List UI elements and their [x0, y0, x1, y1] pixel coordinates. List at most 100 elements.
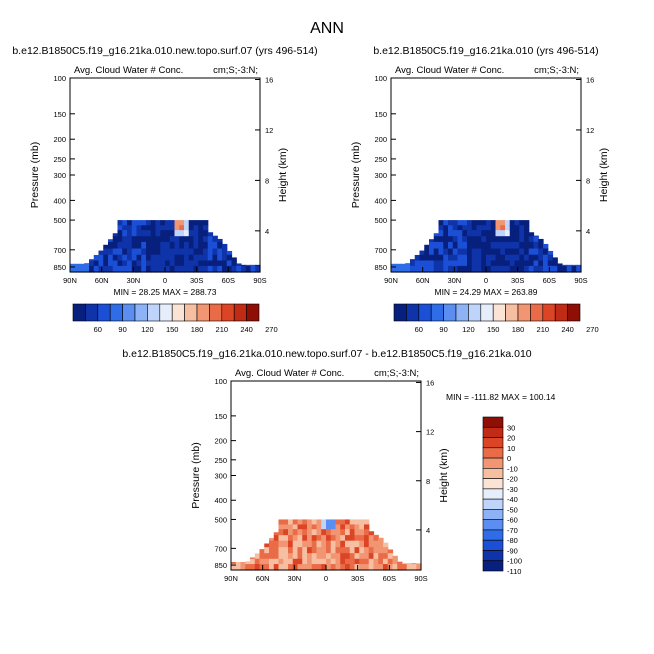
field-cell [514, 225, 520, 231]
field-cell [467, 230, 473, 237]
field-cell [410, 259, 416, 262]
colorbar-label: -60 [507, 516, 518, 525]
field-cell [416, 564, 422, 571]
field-cell [448, 225, 454, 231]
field-cell [486, 254, 492, 262]
field-cell [429, 239, 435, 243]
field-cell [297, 553, 303, 560]
field-cell [307, 553, 313, 560]
data-field [231, 519, 422, 571]
colorbar-label: 240 [240, 325, 253, 334]
field-cell [373, 535, 379, 542]
colorbar-swatch [159, 303, 173, 322]
y-tick-label: 300 [374, 171, 387, 180]
field-cell [122, 236, 128, 243]
field-cell [150, 220, 157, 226]
field-cell [179, 260, 185, 267]
field-cell [354, 529, 360, 536]
field-cell [217, 238, 223, 243]
field-cell [160, 265, 166, 273]
field-cell [383, 542, 389, 548]
field-cell [571, 265, 577, 273]
colorbar-swatch [482, 426, 504, 438]
field-cell [528, 236, 535, 243]
field-cell [452, 265, 459, 273]
field-cell [273, 564, 280, 571]
right-axis-title: Height (km) [598, 148, 610, 202]
field-cell [524, 254, 530, 262]
field-cell [179, 254, 185, 262]
field-cell [552, 257, 558, 262]
field-cell [452, 230, 459, 237]
field-cell [127, 265, 133, 273]
field-cell [297, 529, 303, 536]
field-cell [146, 236, 152, 243]
field-cell [117, 220, 123, 226]
field-cell [524, 220, 530, 226]
field-cell [117, 230, 123, 237]
field-cell [212, 265, 218, 273]
field-cell [108, 260, 114, 267]
colorbar-label: 10 [507, 444, 515, 453]
field-cell [117, 225, 123, 231]
field-cell [165, 254, 171, 262]
field-cell [283, 529, 289, 536]
field-cell [509, 230, 516, 237]
y-tick-label: 150 [374, 110, 387, 119]
field-cell [509, 220, 516, 226]
field-cell [131, 241, 138, 250]
field-cell [292, 564, 299, 571]
field-cell [160, 241, 166, 250]
field-cell [245, 564, 251, 571]
field-cell [297, 564, 303, 571]
field-cell [117, 248, 123, 256]
field-cell [278, 529, 284, 536]
x-tick-label: 30N [126, 276, 140, 285]
field-cell [174, 260, 180, 267]
field-cell [193, 236, 199, 243]
field-cell [349, 553, 356, 560]
field-cell [486, 220, 492, 226]
x-tick-label: 60S [383, 574, 396, 583]
y-tick-label: 500 [374, 216, 387, 225]
field-cell [326, 558, 332, 565]
y-tick-label: 850 [214, 561, 227, 570]
field-cell [136, 241, 142, 250]
field-cell [392, 558, 398, 565]
field-cell [349, 524, 356, 530]
field-cell [250, 557, 256, 560]
field-cell [288, 558, 294, 565]
units-label: cm;S;-3:N; [213, 65, 258, 76]
field-cell [467, 241, 473, 250]
field-cell [316, 564, 322, 571]
field-cell [84, 265, 90, 273]
field-cell [349, 558, 356, 565]
field-cell [471, 220, 478, 226]
field-cell [335, 564, 341, 571]
field-cell [552, 260, 558, 267]
field-cell [345, 558, 351, 565]
field-cell [335, 524, 341, 530]
field-cell [188, 254, 195, 262]
field-cell [165, 265, 171, 273]
field-cell [112, 254, 119, 262]
colorbar-swatch [184, 303, 198, 322]
field-cell [311, 535, 318, 542]
field-cell [193, 230, 199, 237]
field-cell [103, 244, 109, 250]
colorbar-swatch [482, 509, 504, 520]
field-cell [566, 265, 573, 273]
colorbar-swatch [482, 550, 504, 562]
field-cell [330, 519, 337, 526]
field-cell [335, 547, 341, 554]
field-cell [283, 564, 289, 571]
field-cell [122, 254, 128, 262]
field-cell [326, 547, 332, 554]
colorbar-swatch [418, 303, 432, 322]
field-cell [411, 563, 417, 565]
field-cell [240, 564, 246, 571]
field-cell [424, 254, 430, 262]
field-cell [429, 260, 435, 267]
field-cell [283, 553, 289, 560]
field-cell [395, 265, 402, 273]
